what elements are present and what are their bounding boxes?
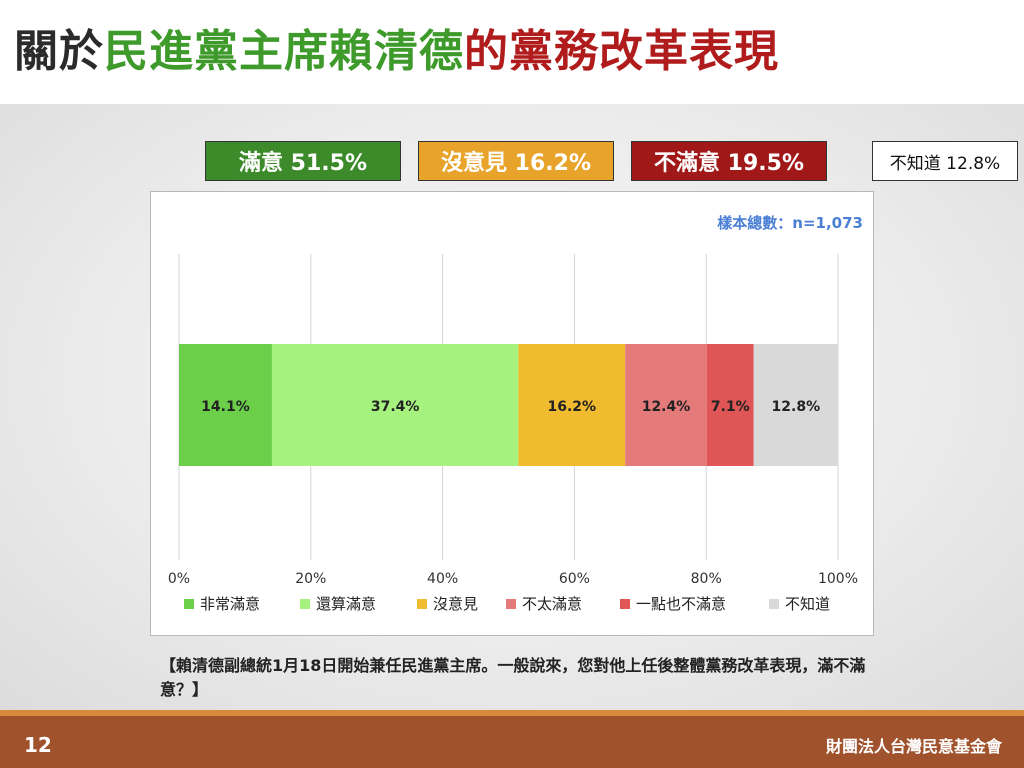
legend-swatch	[620, 599, 630, 609]
x-tick-label: 60%	[559, 571, 590, 587]
legend-label: 不太滿意	[522, 595, 582, 613]
bar-segment	[179, 344, 272, 466]
data-label: 12.4%	[642, 399, 691, 415]
x-tick-label: 40%	[427, 571, 458, 587]
summary-no-opinion: 沒意見 16.2%	[418, 141, 614, 181]
legend-swatch	[769, 599, 779, 609]
summary-dissatisfied: 不滿意 19.5%	[631, 141, 827, 181]
data-label: 12.8%	[772, 399, 821, 415]
legend-swatch	[300, 599, 310, 609]
title-bar: 關於民進黨主席賴清德的黨務改革表現	[0, 0, 1024, 104]
bar-segment	[271, 344, 519, 466]
legend-swatch	[184, 599, 194, 609]
legend-label: 沒意見	[433, 595, 478, 613]
stacked-bar-chart: 14.1% 37.4% 16.2% 12.4% 7.1% 12.8% 0% 20% 40% 60%…	[168, 254, 858, 613]
legend-swatch	[506, 599, 516, 609]
survey-question: 【賴清德副總統1月18日開始兼任民進黨主席。一般說來，您對他上任後整體黨務改革表…	[160, 656, 866, 699]
bar-segment	[518, 344, 626, 466]
legend-label: 不知道	[785, 595, 830, 613]
footer-accent-stripe	[0, 710, 1024, 716]
title-part-subject: 民進黨主席賴清德	[104, 26, 464, 77]
data-label: 7.1%	[711, 399, 750, 415]
footer: 12 財團法人台灣民意基金會	[0, 710, 1024, 768]
x-tick-label: 80%	[691, 571, 722, 587]
bar-segment	[753, 344, 838, 466]
title-part-topic: 的黨務改革表現	[464, 26, 779, 77]
chart-panel: 樣本總數：n=1,073 14.1% 37.4% 16.2% 12.4% 7.1% 12.…	[150, 191, 874, 636]
x-tick-label: 100%	[818, 571, 858, 587]
x-tick-label: 20%	[295, 571, 326, 587]
organization-name: 財團法人台灣民意基金會	[825, 737, 1002, 756]
title-part-prefix: 關於	[14, 26, 104, 77]
legend-label: 一點也不滿意	[636, 595, 726, 613]
sample-size-note: 樣本總數：n=1,073	[717, 214, 863, 232]
legend-label: 還算滿意	[316, 595, 376, 613]
x-tick-label: 0%	[168, 571, 190, 587]
data-label: 14.1%	[201, 399, 250, 415]
data-label: 16.2%	[547, 399, 596, 415]
page-title: 關於民進黨主席賴清德的黨務改革表現	[14, 24, 779, 80]
summary-satisfied: 滿意 51.5%	[205, 141, 401, 181]
bar-segment	[706, 344, 754, 466]
legend-label: 非常滿意	[200, 595, 260, 613]
summary-dont-know: 不知道 12.8%	[872, 141, 1018, 181]
data-label: 37.4%	[371, 399, 420, 415]
page-number: 12	[24, 733, 52, 757]
legend-swatch	[417, 599, 427, 609]
bar-segment	[625, 344, 707, 466]
